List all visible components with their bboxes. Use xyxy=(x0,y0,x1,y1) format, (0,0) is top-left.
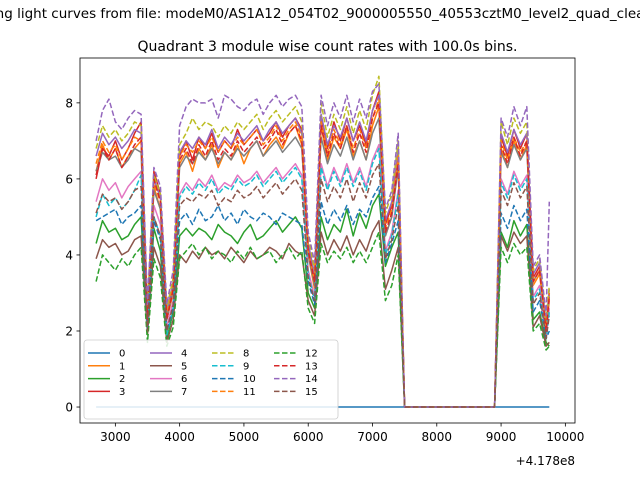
x-tick-label: 10000 xyxy=(546,430,584,444)
legend-label-3: 3 xyxy=(119,387,125,398)
x-tick-label: 3000 xyxy=(100,430,131,444)
legend-label-14: 14 xyxy=(305,374,318,385)
legend-label-10: 10 xyxy=(243,374,256,385)
legend-label-15: 15 xyxy=(305,387,318,398)
y-tick-label: 8 xyxy=(65,96,73,110)
legend-label-6: 6 xyxy=(181,374,187,385)
chart-title: Quadrant 3 module wise count rates with … xyxy=(138,39,518,55)
tick-layer: 3000 4000 5000 6000 7000 8000 9000 10000 0 2 4 6 8 xyxy=(65,96,584,444)
x-tick-label: 6000 xyxy=(293,430,324,444)
legend-frame xyxy=(83,339,339,420)
series-layer xyxy=(95,75,551,408)
series-line-8 xyxy=(95,75,551,408)
x-tick-label: 7000 xyxy=(357,430,388,444)
legend-label-1: 1 xyxy=(119,361,125,372)
legend-label-13: 13 xyxy=(305,361,318,372)
x-tick-label: 9000 xyxy=(486,430,517,444)
y-tick-label: 0 xyxy=(65,401,73,415)
y-tick-label: 6 xyxy=(65,172,73,186)
y-tick-label: 4 xyxy=(65,248,73,262)
y-tick-label: 2 xyxy=(65,324,73,338)
x-tick-label: 4000 xyxy=(164,430,195,444)
x-offset-label: +4.178e8 xyxy=(516,454,575,468)
x-tick-label: 8000 xyxy=(422,430,453,444)
x-tick-label: 5000 xyxy=(229,430,260,444)
legend-label-7: 7 xyxy=(181,387,187,398)
legend-label-11: 11 xyxy=(243,387,256,398)
series-line-14 xyxy=(95,83,551,408)
legend-label-4: 4 xyxy=(181,349,187,360)
legend-label-2: 2 xyxy=(119,374,125,385)
legend-label-5: 5 xyxy=(181,361,187,372)
legend-label-12: 12 xyxy=(305,349,318,360)
legend-label-0: 0 xyxy=(119,349,125,360)
series-line-11 xyxy=(95,98,551,408)
axes-frame xyxy=(79,57,576,424)
series-line-15 xyxy=(95,162,551,408)
legend-label-8: 8 xyxy=(243,349,249,360)
legend-label-9: 9 xyxy=(243,361,249,372)
figure-suptitle: Plotting light curves from file: modeM0/… xyxy=(0,6,640,22)
